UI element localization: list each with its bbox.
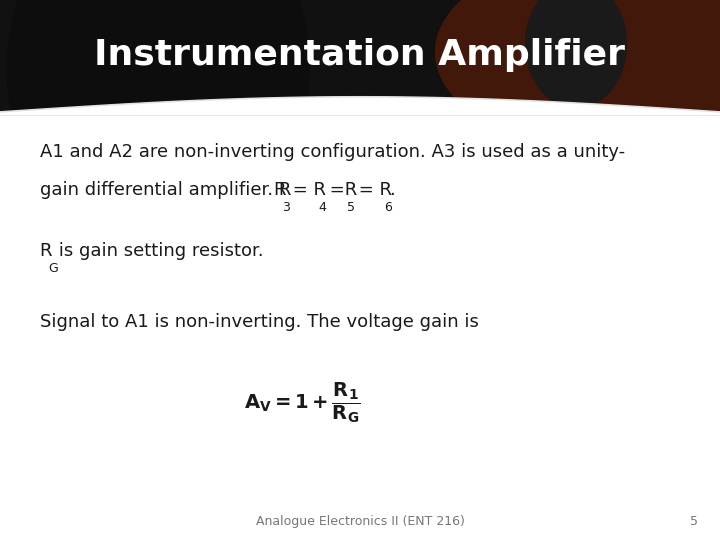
Text: = R: = R <box>287 181 326 199</box>
Text: R: R <box>40 242 52 260</box>
Text: 5: 5 <box>690 515 698 528</box>
Text: Instrumentation Amplifier: Instrumentation Amplifier <box>94 38 626 72</box>
Text: 3: 3 <box>282 200 289 214</box>
Text: 6: 6 <box>384 200 392 214</box>
Text: = R: = R <box>353 181 392 199</box>
Text: gain differential amplifier. R: gain differential amplifier. R <box>40 181 291 199</box>
Text: $\mathbf{A_V = 1+\dfrac{R_1}{R_G}}$: $\mathbf{A_V = 1+\dfrac{R_1}{R_G}}$ <box>244 380 361 424</box>
Ellipse shape <box>7 0 310 255</box>
Text: is gain setting resistor.: is gain setting resistor. <box>53 242 264 260</box>
Bar <box>0 0 720 116</box>
Text: R: R <box>274 181 286 199</box>
Text: =R: =R <box>324 181 357 199</box>
Text: .: . <box>390 181 395 199</box>
Ellipse shape <box>526 0 626 108</box>
Bar <box>0 116 720 540</box>
Ellipse shape <box>436 0 720 157</box>
Text: Signal to A1 is non-inverting. The voltage gain is: Signal to A1 is non-inverting. The volta… <box>40 313 479 330</box>
Text: Analogue Electronics II (ENT 216): Analogue Electronics II (ENT 216) <box>256 515 464 528</box>
Text: 5: 5 <box>347 200 355 214</box>
Text: A1 and A2 are non-inverting configuration. A3 is used as a unity-: A1 and A2 are non-inverting configuratio… <box>40 143 625 161</box>
Text: 4: 4 <box>318 200 326 214</box>
Text: G: G <box>48 261 58 275</box>
